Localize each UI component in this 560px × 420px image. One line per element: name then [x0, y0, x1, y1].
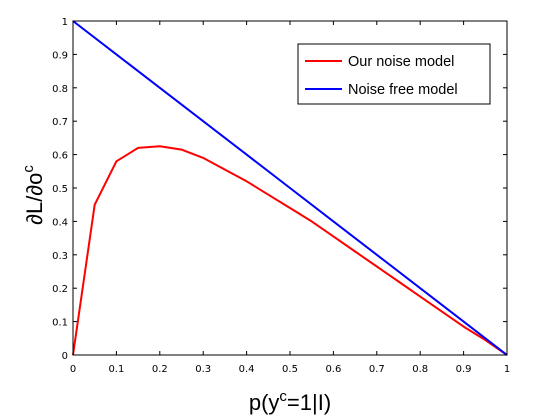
legend-label-our-noise-model: Our noise model: [348, 54, 454, 70]
y-tick-label: 0.9: [52, 50, 68, 61]
x-tick-label: 0.9: [456, 364, 472, 375]
x-axis-label-sup: c: [279, 388, 287, 405]
series-layer: [72, 20, 508, 356]
x-tick-label: 0.6: [325, 364, 341, 375]
legend-label-noise-free-model: Noise free model: [348, 82, 458, 98]
y-tick-label: 0.4: [52, 217, 68, 228]
series-line-noise-free-model: [72, 20, 508, 356]
legend: Our noise model Noise free model: [297, 43, 491, 105]
y-tick-label: 0.7: [52, 117, 68, 128]
legend-box: [297, 43, 491, 105]
x-tick-label: 0.4: [239, 364, 255, 375]
x-axis-label-rest: =1|I): [287, 390, 331, 415]
y-axis-label-base: ∂L/∂o: [22, 173, 47, 225]
x-tick-label: 0.5: [282, 364, 298, 375]
y-axis-label-sup: c: [20, 165, 37, 173]
x-tick-label: 0.3: [195, 364, 211, 375]
x-tick-label: 1: [504, 364, 510, 375]
x-axis-label: p(yc=1|I): [249, 388, 331, 415]
x-tick-label: 0.2: [152, 364, 168, 375]
y-tick-label: 0.2: [52, 284, 68, 295]
tick-layer: 0 0.1 0.2 0.3 0.4 0.5 0.6 0.7 0.8 0.9 1 0 0.1 0.2 0.3 0…: [52, 17, 510, 375]
x-tick-label: 0.7: [369, 364, 385, 375]
x-axis-label-base: p(y: [249, 390, 280, 415]
y-tick-label: 0.3: [52, 251, 68, 262]
x-tick-label: 0: [70, 364, 76, 375]
y-tick-label: 0.1: [52, 318, 68, 329]
x-tick-label: 0.1: [108, 364, 124, 375]
series-line-our-noise-model: [72, 145, 508, 356]
x-tick-label: 0.8: [412, 364, 428, 375]
y-tick-label: 0.5: [52, 184, 68, 195]
y-axis-label: ∂L/∂oc: [20, 165, 47, 225]
y-tick-label: 1: [62, 17, 68, 28]
y-tick-label: 0.8: [52, 84, 68, 95]
y-tick-label: 0.6: [52, 151, 68, 162]
y-tick-label: 0: [62, 351, 68, 362]
